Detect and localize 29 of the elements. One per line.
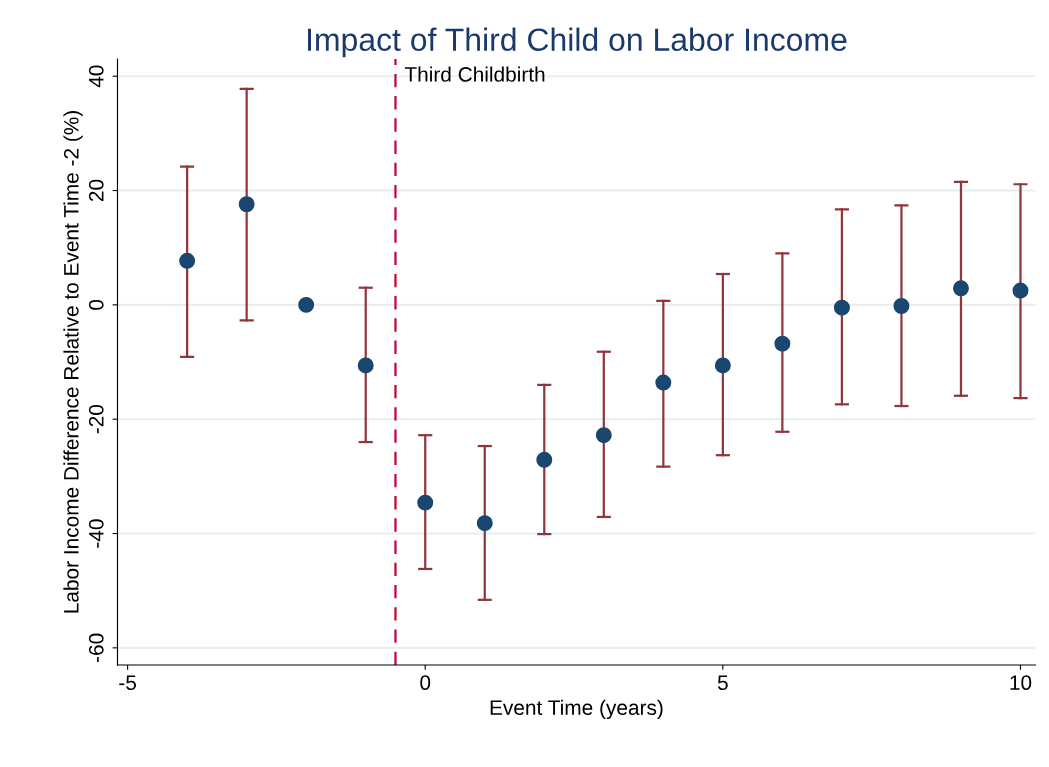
y-axis-title: Labor Income Difference Relative to Event Time -2 (%) xyxy=(63,111,83,613)
point xyxy=(417,494,434,511)
point xyxy=(774,335,791,352)
y-tick-label: -60 xyxy=(88,633,104,662)
y-tick-label: 40 xyxy=(88,65,104,88)
point xyxy=(476,515,493,532)
x-tick-label: 5 xyxy=(717,675,728,691)
point xyxy=(714,357,731,374)
point xyxy=(893,298,910,314)
x-axis-title: Event Time (years) xyxy=(490,699,663,720)
point xyxy=(595,427,612,444)
point xyxy=(298,296,315,313)
y-tick-label: 20 xyxy=(88,179,104,202)
point xyxy=(655,374,672,391)
point xyxy=(357,357,374,374)
y-tick-label: 0 xyxy=(88,299,104,310)
point xyxy=(1012,282,1029,299)
point xyxy=(238,196,255,213)
x-tick-label: 0 xyxy=(420,675,431,691)
point xyxy=(833,299,850,316)
y-tick-label: -20 xyxy=(88,404,104,434)
x-tick-label: -5 xyxy=(119,675,136,691)
point xyxy=(179,252,196,269)
ref-line-label: Third Childbirth xyxy=(404,66,545,82)
y-tick-label: -40 xyxy=(88,519,104,548)
point xyxy=(952,280,969,297)
chart-title: Impact of Third Child on Labor Income xyxy=(308,27,847,58)
x-tick-label: 10 xyxy=(1010,675,1032,691)
point xyxy=(536,451,553,468)
